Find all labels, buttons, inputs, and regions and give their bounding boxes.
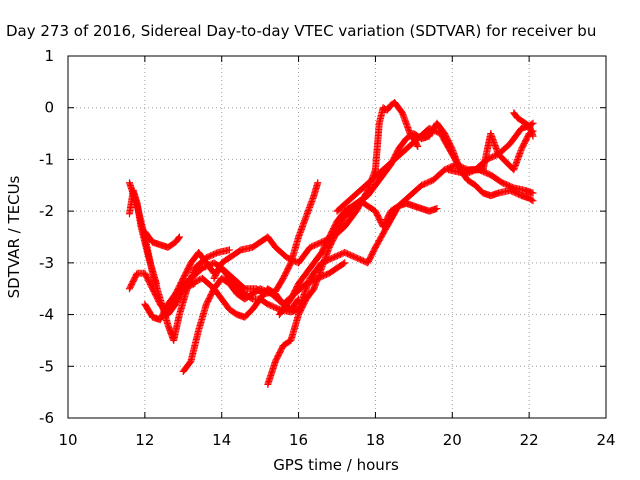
x-tick-label: 10 — [58, 431, 77, 449]
series-trace — [276, 198, 440, 317]
x-tick-label: 12 — [135, 431, 154, 449]
y-axis-label: SDTVAR / TECUs — [5, 175, 23, 298]
y-tick-label: 0 — [44, 99, 54, 117]
y-tick-label: -5 — [39, 357, 54, 375]
x-axis-ticks: 10 12 14 16 18 20 22 24 — [58, 56, 616, 449]
y-tick-label: 1 — [44, 47, 54, 65]
series-trace — [188, 275, 302, 321]
series-2 — [125, 186, 160, 288]
data-series — [125, 99, 537, 388]
x-tick-label: 16 — [289, 431, 308, 449]
y-tick-label: -1 — [39, 150, 54, 168]
y-axis-ticks: -6 -5 -4 -3 -2 -1 0 1 — [39, 47, 606, 427]
series-15 — [510, 109, 537, 140]
x-tick-label: 24 — [596, 431, 615, 449]
series-trace — [142, 229, 183, 251]
y-tick-label: -4 — [39, 306, 54, 324]
x-tick-label: 20 — [443, 431, 462, 449]
series-trace — [511, 110, 536, 139]
y-tick-label: -3 — [39, 254, 54, 272]
y-tick-label: -6 — [39, 409, 54, 427]
x-tick-label: 22 — [520, 431, 539, 449]
plot-frame — [67, 55, 607, 419]
series-trace — [446, 128, 536, 176]
y-tick-label: -2 — [39, 202, 54, 220]
x-axis-label: GPS time / hours — [273, 456, 399, 474]
x-tick-label: 14 — [212, 431, 231, 449]
series-9 — [210, 99, 422, 282]
chart-title: Day 273 of 2016, Sidereal Day-to-day VTE… — [6, 22, 596, 40]
series-8 — [187, 274, 303, 321]
series-4 — [141, 228, 183, 251]
x-tick-label: 18 — [366, 431, 385, 449]
